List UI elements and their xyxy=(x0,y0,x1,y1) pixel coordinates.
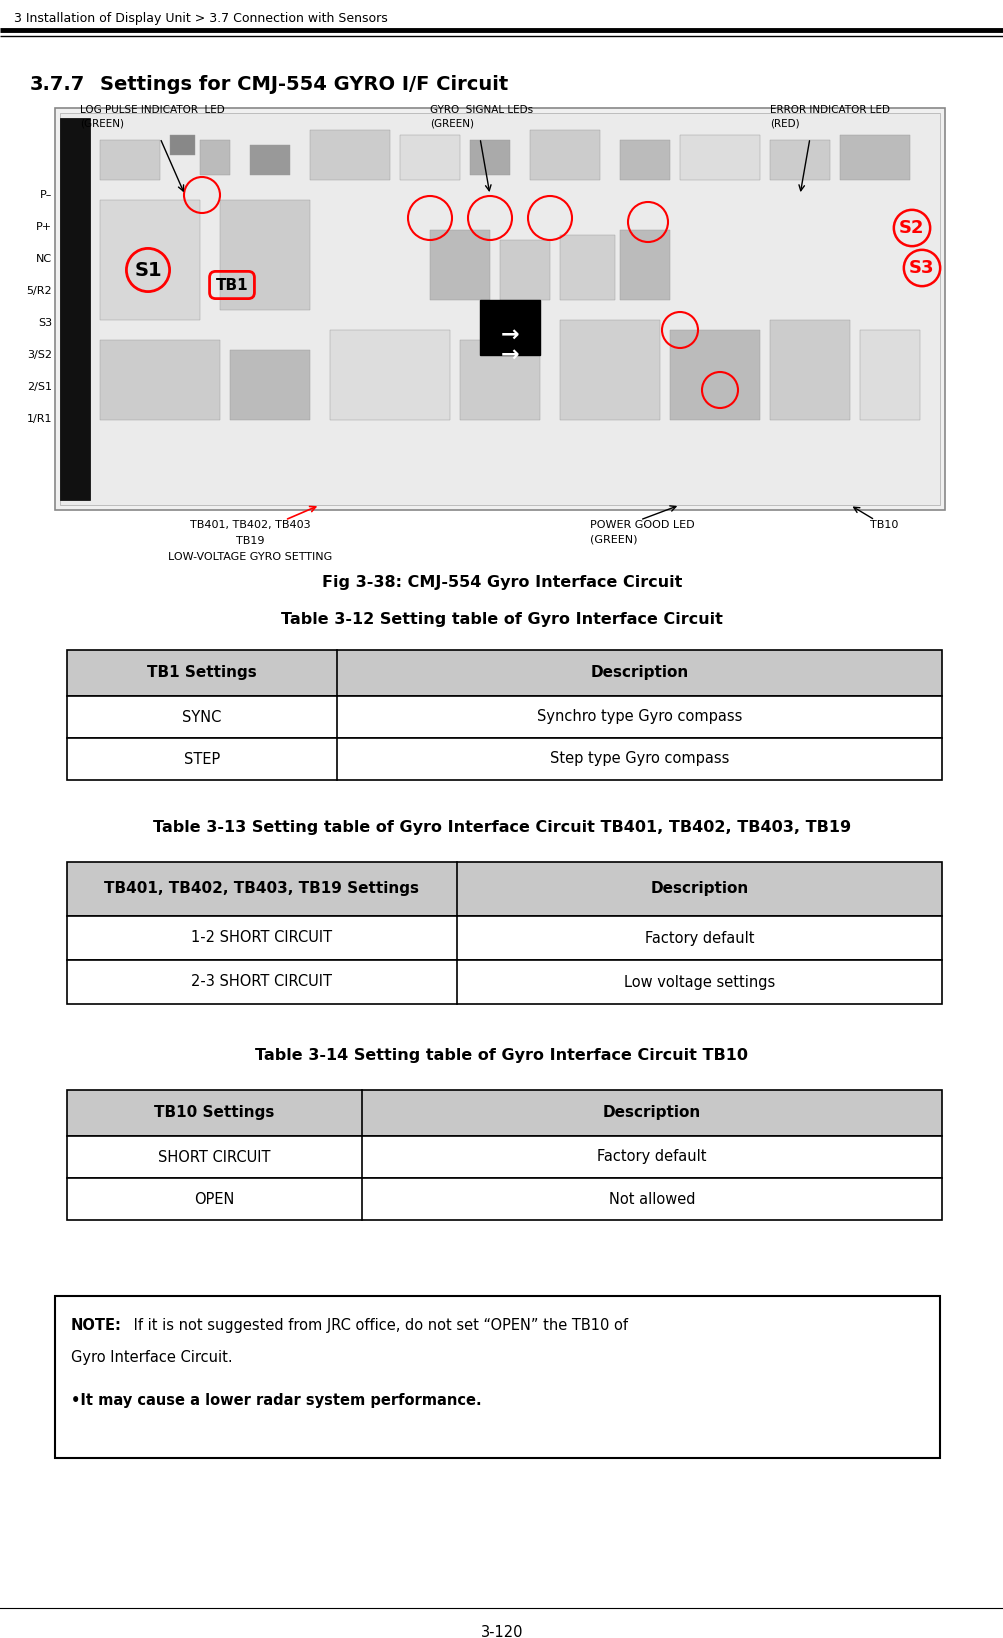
Bar xyxy=(170,134,195,156)
Text: TB10 Settings: TB10 Settings xyxy=(154,1106,275,1120)
Bar xyxy=(620,229,669,300)
Text: Not allowed: Not allowed xyxy=(608,1191,694,1207)
Bar xyxy=(55,1296,939,1458)
Bar xyxy=(469,139,510,175)
Bar xyxy=(100,200,200,319)
Text: Factory default: Factory default xyxy=(644,930,753,945)
Bar xyxy=(499,241,550,300)
Text: 3-120: 3-120 xyxy=(480,1625,523,1638)
Bar xyxy=(399,134,459,180)
Text: Description: Description xyxy=(602,1106,700,1120)
Text: POWER GOOD LED: POWER GOOD LED xyxy=(590,519,694,531)
Text: Step type Gyro compass: Step type Gyro compass xyxy=(550,752,728,767)
Bar xyxy=(620,139,669,180)
Text: Table 3-14 Setting table of Gyro Interface Circuit TB10: Table 3-14 Setting table of Gyro Interfa… xyxy=(255,1048,748,1063)
Text: OPEN: OPEN xyxy=(195,1191,235,1207)
Text: STEP: STEP xyxy=(184,752,220,767)
Text: TB1: TB1 xyxy=(216,277,248,293)
Text: 2-3 SHORT CIRCUIT: 2-3 SHORT CIRCUIT xyxy=(192,975,332,989)
Bar xyxy=(200,139,230,175)
Bar xyxy=(67,739,941,780)
Bar xyxy=(67,916,941,960)
Text: (GREEN): (GREEN) xyxy=(80,118,124,128)
Bar xyxy=(67,696,941,739)
Bar xyxy=(459,341,540,419)
Text: S3: S3 xyxy=(909,259,934,277)
Text: Description: Description xyxy=(650,881,748,896)
Text: SYNC: SYNC xyxy=(183,709,222,724)
Bar xyxy=(100,341,220,419)
Bar xyxy=(250,146,290,175)
Bar xyxy=(67,650,941,696)
Bar xyxy=(840,134,909,180)
Text: →: → xyxy=(500,346,519,365)
Text: Table 3-13 Setting table of Gyro Interface Circuit TB401, TB402, TB403, TB19: Table 3-13 Setting table of Gyro Interfa… xyxy=(152,821,851,835)
Text: Fig 3-38: CMJ-554 Gyro Interface Circuit: Fig 3-38: CMJ-554 Gyro Interface Circuit xyxy=(322,575,681,590)
Text: NC: NC xyxy=(36,254,52,264)
Bar xyxy=(429,229,489,300)
Bar xyxy=(60,118,90,500)
Text: SHORT CIRCUIT: SHORT CIRCUIT xyxy=(158,1150,271,1165)
Text: Table 3-12 Setting table of Gyro Interface Circuit: Table 3-12 Setting table of Gyro Interfa… xyxy=(281,613,722,627)
Text: (GREEN): (GREEN) xyxy=(590,534,637,544)
Bar xyxy=(860,329,919,419)
Bar xyxy=(67,1137,941,1178)
Text: (RED): (RED) xyxy=(769,118,798,128)
Bar xyxy=(330,329,449,419)
Text: Description: Description xyxy=(590,665,688,680)
Text: Gyro Interface Circuit.: Gyro Interface Circuit. xyxy=(71,1350,233,1364)
Text: 3.7.7: 3.7.7 xyxy=(30,75,85,93)
Bar xyxy=(310,129,389,180)
Bar xyxy=(67,1089,941,1137)
Text: ERROR INDICATOR LED: ERROR INDICATOR LED xyxy=(769,105,889,115)
Text: Synchro type Gyro compass: Synchro type Gyro compass xyxy=(537,709,741,724)
Text: LOW-VOLTAGE GYRO SETTING: LOW-VOLTAGE GYRO SETTING xyxy=(168,552,332,562)
Text: 5/R2: 5/R2 xyxy=(26,287,52,296)
Text: 1-2 SHORT CIRCUIT: 1-2 SHORT CIRCUIT xyxy=(192,930,332,945)
Text: 3 Installation of Display Unit > 3.7 Connection with Sensors: 3 Installation of Display Unit > 3.7 Con… xyxy=(14,11,387,25)
Text: TB19: TB19 xyxy=(236,536,264,545)
Text: GYRO  SIGNAL LEDs: GYRO SIGNAL LEDs xyxy=(429,105,533,115)
Bar xyxy=(530,129,600,180)
Text: TB1 Settings: TB1 Settings xyxy=(147,665,257,680)
Text: S1: S1 xyxy=(134,260,161,280)
Bar xyxy=(769,319,850,419)
Bar xyxy=(60,113,939,505)
Bar xyxy=(67,960,941,1004)
Bar xyxy=(230,351,310,419)
Text: S3: S3 xyxy=(38,318,52,328)
Text: S2: S2 xyxy=(899,219,924,238)
Text: P+: P+ xyxy=(36,223,52,233)
Bar xyxy=(769,139,829,180)
Bar xyxy=(679,134,759,180)
Text: TB401, TB402, TB403: TB401, TB402, TB403 xyxy=(190,519,310,531)
Text: P–: P– xyxy=(39,190,52,200)
Bar xyxy=(220,200,310,310)
Bar xyxy=(669,329,759,419)
Bar xyxy=(67,862,941,916)
Text: If it is not suggested from JRC office, do not set “OPEN” the TB10 of: If it is not suggested from JRC office, … xyxy=(128,1319,627,1333)
Text: 3/S2: 3/S2 xyxy=(27,351,52,360)
Bar xyxy=(67,1178,941,1220)
Text: •It may cause a lower radar system performance.: •It may cause a lower radar system perfo… xyxy=(71,1392,481,1409)
Text: NOTE:: NOTE: xyxy=(71,1319,121,1333)
Bar xyxy=(100,139,159,180)
Text: Factory default: Factory default xyxy=(597,1150,706,1165)
Bar xyxy=(479,300,540,355)
Bar xyxy=(55,108,944,509)
Text: LOG PULSE INDICATOR  LED: LOG PULSE INDICATOR LED xyxy=(80,105,225,115)
Text: Low voltage settings: Low voltage settings xyxy=(623,975,774,989)
Bar xyxy=(560,319,659,419)
Bar xyxy=(560,234,615,300)
Text: Settings for CMJ-554 GYRO I/F Circuit: Settings for CMJ-554 GYRO I/F Circuit xyxy=(100,75,508,93)
Text: TB401, TB402, TB403, TB19 Settings: TB401, TB402, TB403, TB19 Settings xyxy=(104,881,419,896)
Text: TB10: TB10 xyxy=(870,519,898,531)
Text: →: → xyxy=(500,324,519,346)
Text: (GREEN): (GREEN) xyxy=(429,118,473,128)
Text: 1/R1: 1/R1 xyxy=(26,414,52,424)
Text: 2/S1: 2/S1 xyxy=(27,382,52,391)
